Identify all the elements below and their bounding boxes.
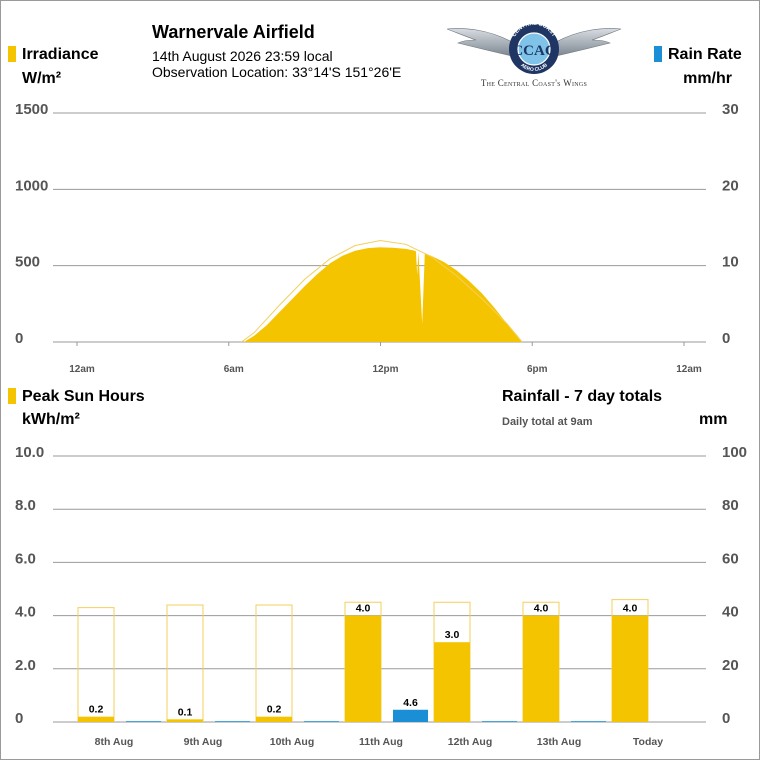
y-tick-label-right: 30 <box>722 101 739 118</box>
peak-sun-bar <box>434 642 470 722</box>
rainfall-subtitle: Daily total at 9am <box>502 416 593 428</box>
rainfall-bar <box>571 721 606 722</box>
x-category-label: 9th Aug <box>184 736 223 748</box>
rainfall-value-label: 4.6 <box>403 697 418 709</box>
clear-sky-outline <box>255 604 293 722</box>
x-tick-label: 6am <box>224 364 244 375</box>
peak-sun-legend-swatch <box>8 388 16 404</box>
clear-sky-irradiance-line <box>241 239 523 343</box>
observation-datetime: 14th August 2026 23:59 local <box>152 48 333 64</box>
peak-sun-value-label: 4.0 <box>623 603 638 615</box>
y-tick-label-left: 4.0 <box>15 604 36 621</box>
rainfall-title: Rainfall - 7 day totals <box>502 388 663 405</box>
y-tick-label-right: 0 <box>722 710 730 727</box>
y-tick-label-right: 10 <box>722 254 739 271</box>
peak-sun-title: Peak Sun Hours <box>22 388 145 405</box>
y-tick-label-left: 6.0 <box>15 550 36 567</box>
peak-sun-value-label: 0.1 <box>178 706 193 718</box>
y-tick-label-right: 20 <box>722 657 739 674</box>
rain-rate-legend-swatch <box>654 46 662 62</box>
peak-sun-bar <box>167 719 203 722</box>
rainfall-bar <box>126 721 161 722</box>
x-category-label: 11th Aug <box>359 736 403 748</box>
clear-sky-outline <box>77 607 115 722</box>
peak-sun-bar <box>612 615 648 722</box>
peak-sun-value-label: 3.0 <box>445 629 460 641</box>
x-tick-label: 12am <box>676 364 702 375</box>
y-tick-label-left: 10.0 <box>15 444 44 461</box>
y-tick-label-right: 20 <box>722 177 739 194</box>
peak-sun-bar <box>523 615 559 722</box>
y-tick-label-right: 100 <box>722 444 747 461</box>
x-category-label: Today <box>633 736 663 748</box>
y-tick-label-right: 0 <box>722 330 730 347</box>
y-tick-label-left: 8.0 <box>15 497 36 514</box>
y-tick-label-right: 40 <box>722 604 739 621</box>
y-tick-label-left: 1000 <box>15 177 48 194</box>
x-category-label: 12th Aug <box>448 736 493 748</box>
y-tick-label-left: 500 <box>15 254 40 271</box>
peak-sun-bar <box>78 716 114 722</box>
irradiance-title: Irradiance <box>22 46 99 63</box>
peak-sun-bar <box>345 615 381 722</box>
x-category-label: 13th Aug <box>537 736 582 748</box>
rain-rate-title: Rain Rate <box>668 46 742 63</box>
rainfall-bar <box>304 721 339 722</box>
x-category-label: 10th Aug <box>270 736 315 748</box>
clear-sky-outline <box>166 604 204 722</box>
peak-sun-value-label: 4.0 <box>534 603 549 615</box>
y-tick-label-left: 0 <box>15 330 23 347</box>
x-category-label: 8th Aug <box>95 736 134 748</box>
rainfall-bar <box>393 709 428 722</box>
x-tick-label: 12pm <box>372 364 398 375</box>
rainfall-bar <box>215 721 250 722</box>
peak-sun-value-label: 4.0 <box>356 603 371 615</box>
observation-location: Observation Location: 33°14'S 151°26'E <box>152 64 402 80</box>
irradiance-area <box>243 247 523 342</box>
y-tick-label-left: 2.0 <box>15 657 36 674</box>
rain-rate-unit: mm/hr <box>683 70 732 87</box>
x-tick-label: 6pm <box>527 364 548 375</box>
y-tick-label-left: 1500 <box>15 101 48 118</box>
peak-sun-value-label: 0.2 <box>89 704 104 716</box>
rainfall-unit: mm <box>699 411 728 428</box>
peak-sun-value-label: 0.2 <box>267 704 282 716</box>
y-tick-label-right: 80 <box>722 497 739 514</box>
x-tick-label: 12am <box>69 364 95 375</box>
peak-sun-unit: kWh/m² <box>22 411 80 428</box>
site-name: Warnervale Airfield <box>152 22 315 42</box>
y-tick-label-right: 60 <box>722 550 739 567</box>
irradiance-legend-swatch <box>8 46 16 62</box>
peak-sun-bar <box>256 716 292 722</box>
y-tick-label-left: 0 <box>15 710 23 727</box>
rainfall-bar <box>482 721 517 722</box>
irradiance-unit: W/m² <box>22 70 62 87</box>
